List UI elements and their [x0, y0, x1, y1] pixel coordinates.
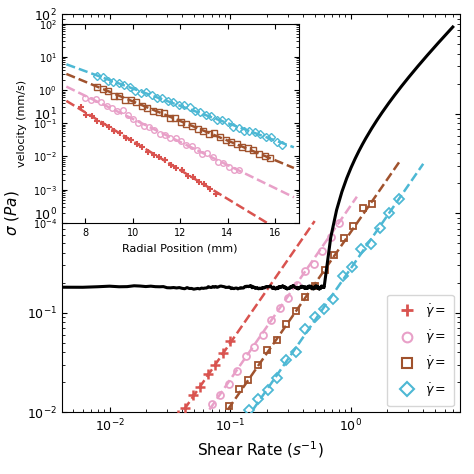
Y-axis label: $\sigma$ $(Pa)$: $\sigma$ $(Pa)$	[3, 191, 21, 236]
X-axis label: Shear Rate $(s^{-1})$: Shear Rate $(s^{-1})$	[197, 439, 324, 460]
Legend: $\dot{\gamma} =$, $\dot{\gamma} =$, $\dot{\gamma} =$, $\dot{\gamma} =$: $\dot{\gamma} =$, $\dot{\gamma} =$, $\do…	[387, 295, 454, 406]
Y-axis label: velocity (mm/s): velocity (mm/s)	[17, 80, 27, 167]
X-axis label: Radial Position (mm): Radial Position (mm)	[122, 243, 238, 253]
